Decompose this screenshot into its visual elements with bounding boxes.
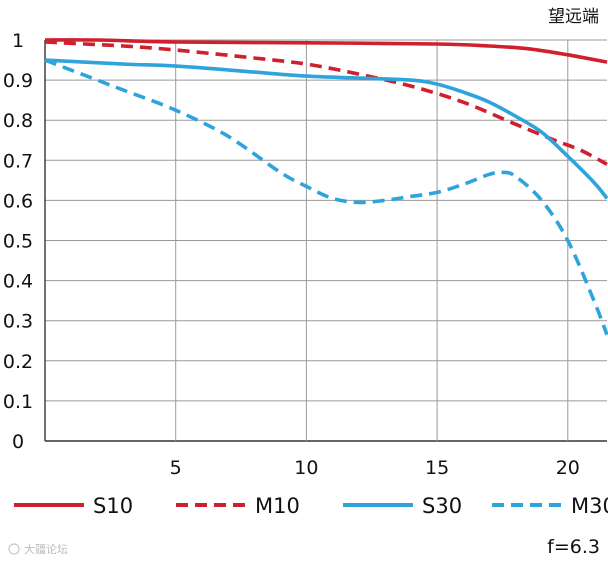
y-tick-label: 0.8: [3, 110, 33, 132]
y-tick-label: 1: [12, 30, 24, 52]
y-tick-label: 0.9: [3, 70, 33, 92]
chart-title: 望远端: [548, 7, 599, 27]
x-tick-label: 10: [294, 457, 318, 479]
legend-label-m30: M30: [571, 494, 608, 518]
y-tick-label: 0.7: [3, 150, 33, 172]
legend-label-s30: S30: [422, 494, 462, 518]
legend-label-s10: S10: [93, 494, 133, 518]
watermark-logo-icon: [8, 543, 20, 555]
x-tick-label: 5: [170, 457, 182, 479]
y-tick-label: 0.4: [3, 271, 33, 293]
chart-legend: S10 M10 S30 M30: [14, 494, 608, 518]
legend-label-m10: M10: [255, 494, 300, 518]
y-tick-label: 0.6: [3, 190, 33, 212]
x-tick-label: 15: [425, 457, 449, 479]
chart-lines: [44, 38, 608, 336]
y-tick-label: 0.3: [3, 311, 33, 333]
series-line-m30: [44, 58, 608, 336]
chart-grid: [44, 39, 607, 442]
series-line-s10: [44, 38, 608, 64]
watermark-text: 大疆论坛: [24, 542, 68, 556]
series-line-m10: [44, 40, 608, 166]
aperture-annotation: f=6.3: [547, 536, 600, 558]
y-tick-label: 0.1: [3, 391, 33, 413]
y-tick-label: 0.2: [3, 351, 33, 373]
y-tick-label: 0.5: [3, 231, 33, 253]
y-tick-label: 0: [12, 431, 24, 453]
chart-ticks: 00.10.20.30.40.50.60.70.80.915 10 15 20: [3, 30, 580, 479]
watermark: 大疆论坛: [8, 542, 68, 556]
series-line-s30: [44, 58, 608, 200]
x-tick-label: 20: [556, 457, 580, 479]
